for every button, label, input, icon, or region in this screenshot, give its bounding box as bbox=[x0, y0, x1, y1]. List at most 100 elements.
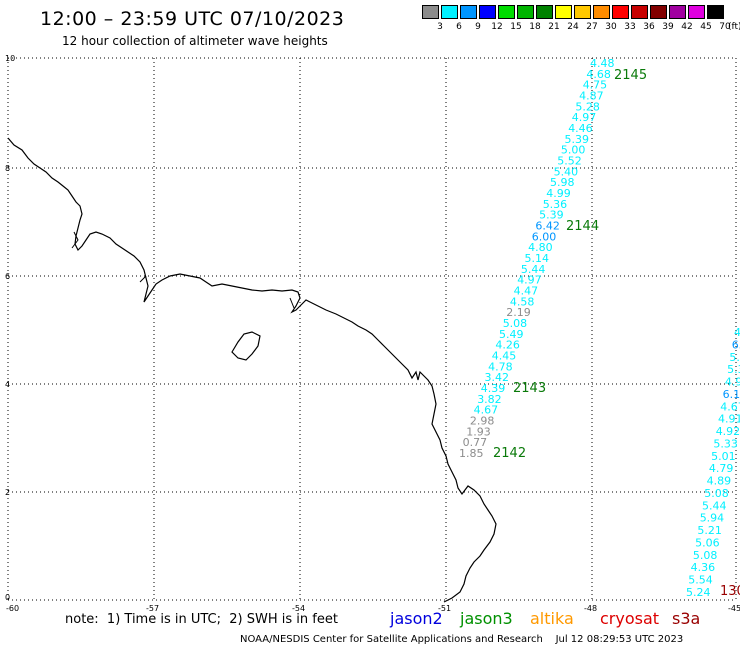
wave-height-value: 5.28 bbox=[575, 100, 600, 113]
wave-height-value: 1.85 bbox=[459, 447, 484, 460]
wave-height-value: 4.46 bbox=[568, 122, 593, 135]
wave-height-value: 5.40 bbox=[554, 165, 579, 178]
wave-height-value: 5.08 bbox=[704, 487, 729, 500]
pass-label: 2145 bbox=[614, 68, 647, 83]
wave-height-value: 5.39 bbox=[565, 133, 590, 146]
satellite-name: s3a bbox=[672, 609, 701, 628]
wave-height-value: 5.44 bbox=[521, 263, 546, 276]
wave-height-value: 4.68 bbox=[586, 68, 611, 81]
wave-height-value: 5.06 bbox=[695, 537, 720, 550]
wave-height-value: 4.89 bbox=[707, 475, 732, 488]
longitude-tick-label: -48 bbox=[584, 604, 597, 613]
wave-height-value: 5.24 bbox=[686, 586, 711, 599]
wave-height-value: 4.67 bbox=[720, 400, 740, 413]
wave-height-value: 4.4 bbox=[734, 326, 740, 339]
legend-swatch bbox=[574, 5, 591, 19]
wave-height-value: 5.08 bbox=[503, 317, 528, 330]
footnote: note: 1) Time is in UTC; 2) SWH is in fe… bbox=[65, 612, 338, 627]
wave-height-value: 5.44 bbox=[702, 499, 727, 512]
latitude-tick-label: 4 bbox=[5, 380, 10, 389]
pass-label: 2142 bbox=[493, 446, 526, 461]
longitude-tick-label: -51 bbox=[438, 604, 451, 613]
longitude-tick-label: -54 bbox=[292, 604, 305, 613]
wave-height-value: 5.94 bbox=[700, 512, 725, 525]
longitude-tick-label: -57 bbox=[146, 604, 159, 613]
wave-height-value: 4.80 bbox=[528, 241, 553, 254]
wave-height-value: 0.77 bbox=[463, 436, 488, 449]
map-title: 12:00 – 23:59 UTC 07/10/2023 bbox=[40, 8, 345, 30]
inlet bbox=[71, 231, 295, 309]
legend-swatch bbox=[593, 5, 610, 19]
wave-height-value: 1.93 bbox=[466, 425, 491, 438]
credit-line: NOAA/NESDIS Center for Satellite Applica… bbox=[240, 634, 684, 645]
wave-height-value: 5.08 bbox=[693, 549, 718, 562]
wave-height-value: 4.78 bbox=[488, 360, 512, 373]
wave-height-value: 4.26 bbox=[495, 339, 520, 352]
wave-height-value: 4.67 bbox=[474, 404, 499, 417]
wave-height-value: 5.52 bbox=[557, 155, 582, 168]
legend-swatch bbox=[422, 5, 439, 19]
wave-height-value: 5.00 bbox=[561, 144, 586, 157]
legend-label: 36 bbox=[643, 22, 655, 32]
latitude-tick-label: 0 bbox=[5, 593, 10, 602]
legend-label: 45 bbox=[700, 22, 712, 32]
pass-label: 2144 bbox=[566, 219, 599, 234]
wave-height-value: 5.49 bbox=[499, 328, 524, 341]
wave-height-value: 4.97 bbox=[517, 274, 542, 287]
satellite-name: cryosat bbox=[600, 609, 660, 628]
wave-height-value: 5.39 bbox=[539, 209, 564, 222]
wave-height-value: 6.0 bbox=[732, 338, 740, 351]
legend-swatch bbox=[612, 5, 629, 19]
wave-height-value: 5.3 bbox=[727, 363, 740, 376]
latitude-tick-label: 8 bbox=[5, 164, 10, 173]
wave-height-value: 4.47 bbox=[514, 285, 539, 298]
legend-swatch bbox=[650, 5, 667, 19]
legend-swatch bbox=[555, 5, 572, 19]
wave-height-value: 5.33 bbox=[713, 437, 738, 450]
legend-label: 21 bbox=[548, 22, 560, 32]
satellite-name: altika bbox=[530, 609, 574, 628]
legend-label: 18 bbox=[529, 22, 541, 32]
latitude-tick-label: 2 bbox=[5, 488, 10, 497]
wave-height-value: 5.54 bbox=[688, 574, 713, 587]
wave-height-value: 4.9 bbox=[725, 376, 740, 389]
latitude-tick-label: 6 bbox=[5, 272, 10, 281]
map-subtitle: 12 hour collection of altimeter wave hei… bbox=[62, 34, 328, 48]
legend-swatch bbox=[441, 5, 458, 19]
satellite-name: jason2 bbox=[390, 609, 443, 628]
wave-height-value: 2.98 bbox=[470, 415, 495, 428]
axis-tick-labels: -60 -57 -54 -51 -48 -45 0 2 4 6 8 10 bbox=[5, 54, 740, 613]
wave-height-value: 3.82 bbox=[477, 393, 502, 406]
legend-label: 42 bbox=[681, 22, 693, 32]
legend-swatch bbox=[688, 5, 705, 19]
wave-height-value: 6.1 bbox=[723, 388, 740, 401]
wave-height-value: 4.97 bbox=[572, 111, 597, 124]
wave-height-value: 4.87 bbox=[579, 90, 604, 103]
legend-label: 39 bbox=[662, 22, 674, 32]
wave-height-value: 6.00 bbox=[532, 230, 557, 243]
coastline bbox=[7, 137, 497, 603]
longitude-tick-label: -60 bbox=[6, 604, 19, 613]
pass-label: 130 bbox=[720, 584, 740, 599]
legend-label: 6 bbox=[456, 22, 462, 32]
wave-height-value: 4.58 bbox=[510, 295, 535, 308]
legend-label: 27 bbox=[586, 22, 598, 32]
wave-height-value: 4.39 bbox=[481, 382, 506, 395]
legend-label: 15 bbox=[510, 22, 522, 32]
wave-height-value: 2.19 bbox=[506, 306, 531, 319]
wave-height-value: 5.01 bbox=[711, 450, 736, 463]
legend-swatch bbox=[707, 5, 724, 19]
legend-unit: (ft) bbox=[728, 22, 740, 32]
wave-height-value: 5.21 bbox=[697, 524, 722, 537]
legend-swatch bbox=[479, 5, 496, 19]
wave-height-value: 5.4 bbox=[729, 351, 740, 364]
wave-height-value: 4.75 bbox=[583, 79, 608, 92]
wave-height-value: 6.42 bbox=[535, 220, 560, 233]
altimeter-track-jason3: 4.484.684.754.875.284.974.465.395.005.52… bbox=[459, 57, 615, 460]
wave-height-value: 4.91 bbox=[718, 413, 740, 426]
legend-swatch bbox=[498, 5, 515, 19]
grid-lines bbox=[7, 57, 737, 601]
pass-label: 2143 bbox=[513, 381, 546, 396]
legend-swatch bbox=[631, 5, 648, 19]
legend-swatch bbox=[669, 5, 686, 19]
